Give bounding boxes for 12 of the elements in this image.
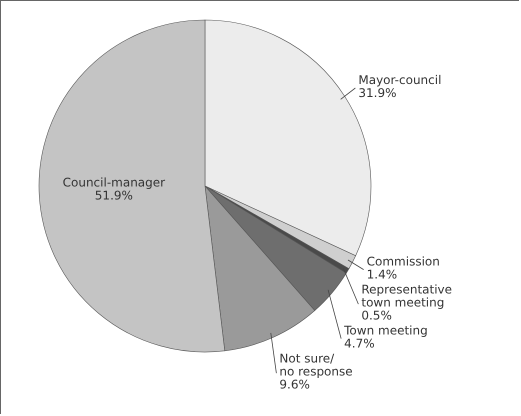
data-label: 9.6%	[279, 378, 310, 392]
slice-label: Not sure/ no response	[279, 352, 353, 379]
slice-label: Town meeting	[343, 324, 428, 338]
slice-label: Mayor-council	[358, 72, 442, 87]
data-label: 31.9%	[358, 86, 396, 100]
data-label: 0.5%	[361, 308, 392, 323]
slice-label: Commission	[366, 254, 440, 269]
data-label: 1.4%	[366, 268, 398, 282]
data-label: 51.9%	[94, 188, 133, 202]
slice-label: Representative town meeting	[361, 282, 452, 310]
slice-label: Council-manager	[62, 175, 166, 190]
data-label: 4.7%	[344, 336, 375, 351]
